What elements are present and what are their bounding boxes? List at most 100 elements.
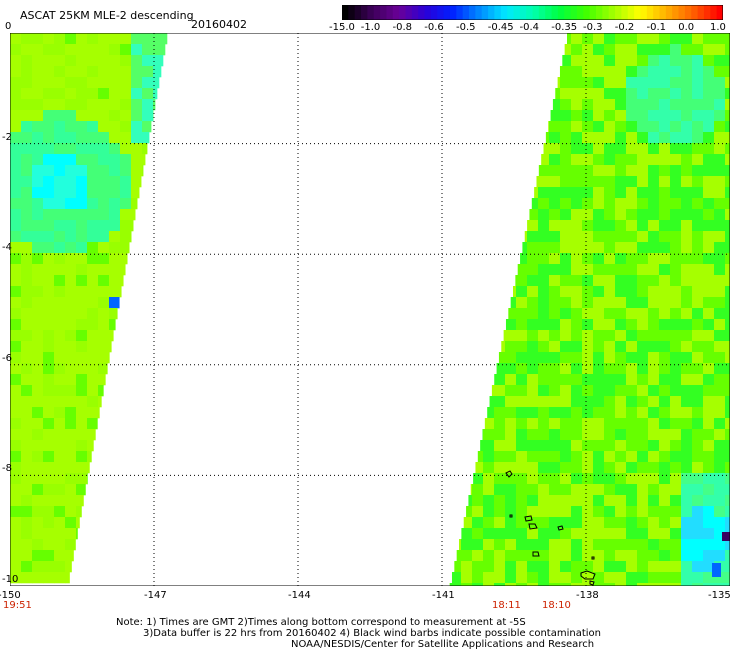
swath-cell [703, 209, 715, 221]
swath-cell [560, 484, 572, 496]
swath-cell [659, 220, 671, 232]
swath-cell [670, 528, 682, 540]
swath-cell [10, 550, 22, 562]
swath-cell [549, 154, 561, 166]
swath-cell [494, 550, 506, 562]
swath-cell [142, 121, 152, 133]
swath-cell [670, 352, 682, 364]
swath-cell [648, 275, 660, 287]
swath-cell [615, 550, 627, 562]
swath-cell [10, 374, 22, 386]
swath-cell [670, 462, 682, 474]
swath-cell [626, 407, 638, 419]
swath-cell [648, 374, 660, 386]
swath-cell [451, 572, 462, 584]
y-tick-label: -6 [2, 352, 12, 364]
swath-cell [582, 165, 594, 177]
swath-cell [98, 132, 110, 144]
swath-cell [582, 110, 594, 122]
swath-cell [54, 154, 66, 166]
swath-cell [703, 440, 715, 452]
swath-cell [494, 561, 506, 573]
swath-cell [692, 253, 704, 265]
swath-cell [10, 495, 22, 507]
swath-cell [692, 429, 704, 441]
swath-cell [120, 242, 130, 254]
swath-cell [714, 363, 726, 375]
swath-cell [626, 176, 638, 188]
swath-cell [593, 176, 605, 188]
swath-cell [76, 154, 88, 166]
swath-cell [648, 88, 660, 100]
swath-cell [692, 231, 704, 243]
swath-cell [76, 363, 88, 375]
swath-cell [615, 440, 627, 452]
swath-cell [670, 187, 682, 199]
swath-cell [65, 561, 72, 573]
swath-cell [109, 253, 121, 265]
swath-cell [626, 220, 638, 232]
swath-cell [120, 99, 132, 111]
colorbar-segment [367, 5, 375, 20]
colorbar-segment [475, 5, 483, 20]
swath-cell [468, 495, 473, 507]
swath-cell [516, 561, 528, 573]
swath-cell [626, 253, 638, 265]
swath-cell [527, 451, 539, 463]
swath-cell [538, 176, 550, 188]
swath-cell [725, 363, 730, 375]
swath-cell [65, 330, 77, 342]
swath-cell [505, 550, 517, 562]
swath-cell [637, 363, 649, 375]
swath-cell [76, 132, 88, 144]
swath-cell [505, 319, 517, 331]
swath-cell [483, 561, 495, 573]
swath-cell [637, 198, 649, 210]
swath-cell [670, 319, 682, 331]
swath-cell [54, 517, 66, 529]
swath-cell [626, 275, 638, 287]
swath-cell [571, 495, 583, 507]
swath-cell [604, 154, 616, 166]
swath-cell [582, 319, 594, 331]
swath-cell [582, 440, 594, 452]
swath-cell [76, 440, 88, 452]
swath-cell [659, 198, 671, 210]
swath-cell [461, 583, 473, 586]
swath-cell [65, 484, 77, 496]
swath-cell [10, 451, 22, 463]
swath-cell [560, 297, 572, 309]
swath-cell [648, 528, 660, 540]
swath-cell [593, 308, 605, 320]
colorbar-label: 1.0 [710, 22, 726, 33]
swath-cell [615, 583, 627, 586]
swath-cell [527, 462, 539, 474]
swath-cell [109, 143, 121, 155]
swath-cell [65, 209, 77, 221]
swath-cell [538, 319, 550, 331]
swath-cell [98, 143, 110, 155]
swath-cell [43, 341, 55, 353]
swath-cell [582, 88, 594, 100]
swath-cell [571, 231, 583, 243]
swath-cell [43, 330, 55, 342]
swath-cell [571, 198, 583, 210]
swath-cell [593, 330, 605, 342]
swath-cell [483, 440, 495, 452]
swath-cell [487, 407, 495, 419]
swath-cell [65, 286, 77, 298]
swath-cell [449, 583, 451, 586]
swath-cell [538, 583, 550, 586]
colorbar-segment [361, 5, 368, 20]
swath-cell [582, 583, 594, 586]
swath-cell [54, 33, 66, 45]
swath-cell [571, 506, 583, 518]
swath-cell [582, 352, 594, 364]
swath-cell [615, 88, 627, 100]
swath-cell [43, 495, 55, 507]
swath-cell [593, 220, 605, 232]
swath-cell [131, 99, 143, 111]
swath-cell [54, 396, 66, 408]
swath-cell [714, 407, 726, 419]
swath-cell [571, 165, 583, 177]
